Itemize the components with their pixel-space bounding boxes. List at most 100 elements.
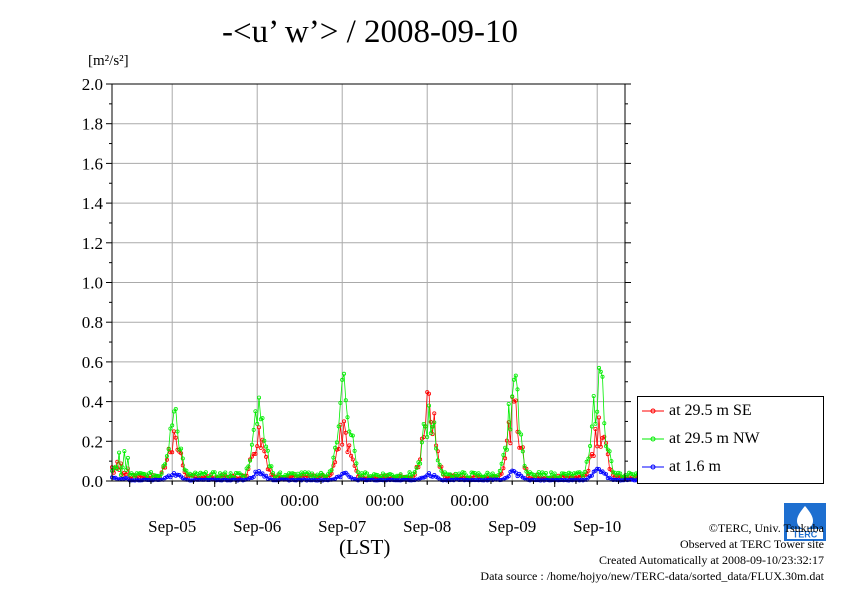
series-point-0 bbox=[432, 411, 437, 416]
x-time-label: 00:00 bbox=[280, 491, 319, 510]
series-point-2 bbox=[497, 478, 502, 483]
series-point-1 bbox=[125, 455, 130, 460]
series-point-1 bbox=[180, 456, 185, 461]
series-point-1 bbox=[372, 472, 377, 477]
series-point-1 bbox=[579, 471, 584, 476]
series-point-2 bbox=[448, 478, 453, 483]
x-date-label: Sep-05 bbox=[148, 517, 196, 536]
series-point-1 bbox=[175, 429, 180, 434]
series-point-1 bbox=[168, 426, 173, 431]
series-point-2 bbox=[527, 478, 532, 483]
series-point-1 bbox=[138, 470, 143, 475]
series-line-2 bbox=[111, 468, 723, 481]
series-point-2 bbox=[255, 471, 260, 476]
series-point-1 bbox=[425, 434, 430, 439]
series-point-0 bbox=[508, 441, 513, 446]
series-point-1 bbox=[295, 471, 300, 476]
series-point-2 bbox=[602, 471, 607, 476]
series-point-2 bbox=[256, 469, 261, 474]
series-point-1 bbox=[170, 423, 175, 428]
series-point-0 bbox=[503, 456, 508, 461]
series-point-0 bbox=[595, 444, 600, 449]
series-point-0 bbox=[513, 398, 518, 403]
series-point-1 bbox=[515, 387, 520, 392]
series-point-2 bbox=[217, 478, 222, 483]
series-point-1 bbox=[510, 394, 515, 399]
series-point-2 bbox=[347, 474, 352, 479]
series-point-2 bbox=[219, 478, 224, 483]
series-point-2 bbox=[442, 477, 447, 482]
x-time-label: 00:00 bbox=[365, 491, 404, 510]
series-point-1 bbox=[434, 446, 439, 451]
series-point-1 bbox=[607, 449, 612, 454]
series-point-0 bbox=[349, 453, 354, 458]
axes: 0.0 0.2 0.4 0.6 0.8 1.0 1.2 1.4 1.6 1.8 2.0 00:00 00… bbox=[82, 75, 631, 536]
legend-marker-nw bbox=[642, 436, 664, 442]
series-point-1 bbox=[612, 470, 617, 475]
series-point-1 bbox=[329, 468, 334, 473]
series-point-1 bbox=[163, 462, 168, 467]
legend-item-se: at 29.5 m SE bbox=[642, 401, 752, 421]
series-point-0 bbox=[256, 425, 261, 430]
series-point-0 bbox=[350, 457, 355, 462]
series-point-1 bbox=[428, 431, 433, 436]
series-point-1 bbox=[446, 472, 451, 477]
series-point-2 bbox=[588, 474, 593, 479]
series-point-1 bbox=[586, 456, 591, 461]
series-point-1 bbox=[501, 452, 506, 457]
y-tick-label: 1.8 bbox=[82, 115, 103, 134]
series-point-1 bbox=[350, 433, 355, 438]
series-point-1 bbox=[310, 471, 315, 476]
series-point-2 bbox=[563, 477, 568, 482]
series-point-1 bbox=[426, 403, 431, 408]
legend-item-nw: at 29.5 m NW bbox=[642, 429, 760, 449]
series-point-0 bbox=[255, 444, 260, 449]
series-point-2 bbox=[419, 475, 424, 480]
series-point-0 bbox=[597, 415, 602, 420]
series-point-1 bbox=[148, 470, 153, 475]
legend-marker-1-6m bbox=[642, 464, 664, 470]
series-point-1 bbox=[538, 473, 543, 478]
series-point-2 bbox=[620, 478, 625, 483]
series-point-1 bbox=[345, 415, 350, 420]
series-point-1 bbox=[628, 471, 633, 476]
series-point-1 bbox=[432, 420, 437, 425]
series-point-2 bbox=[308, 478, 313, 483]
y-tick-label: 1.0 bbox=[82, 274, 103, 293]
series-point-1 bbox=[437, 462, 442, 467]
series-point-1 bbox=[246, 464, 251, 469]
y-tick-label: 2.0 bbox=[82, 75, 103, 94]
credit-line-3: Created Automatically at 2008-09-10/23:3… bbox=[599, 553, 824, 567]
legend-label-1-6m: at 1.6 m bbox=[669, 458, 721, 475]
series-point-0 bbox=[598, 444, 603, 449]
x-date-label: Sep-08 bbox=[403, 517, 451, 536]
series-point-2 bbox=[410, 478, 415, 483]
series-point-1 bbox=[196, 473, 201, 478]
series-point-1 bbox=[495, 473, 500, 478]
series-point-1 bbox=[279, 474, 284, 479]
y-tick-label: 1.4 bbox=[82, 194, 104, 213]
series-point-1 bbox=[118, 472, 123, 477]
series-point-1 bbox=[179, 446, 184, 451]
series-point-1 bbox=[336, 424, 341, 429]
series-point-1 bbox=[333, 445, 338, 450]
series-point-2 bbox=[363, 478, 368, 483]
series-point-2 bbox=[150, 478, 155, 483]
series-point-1 bbox=[497, 468, 502, 473]
series-point-1 bbox=[568, 471, 573, 476]
series-point-0 bbox=[591, 453, 596, 458]
y-tick-label: 0.6 bbox=[82, 353, 103, 372]
series-point-0 bbox=[180, 463, 185, 468]
series-point-1 bbox=[352, 448, 357, 453]
series-point-1 bbox=[487, 472, 492, 477]
series-point-1 bbox=[439, 468, 444, 473]
series-point-1 bbox=[572, 471, 577, 476]
series-point-1 bbox=[324, 475, 329, 480]
series-point-1 bbox=[462, 470, 467, 475]
series-point-1 bbox=[212, 470, 217, 475]
grid bbox=[112, 84, 625, 481]
series-point-1 bbox=[448, 472, 453, 477]
series-point-2 bbox=[570, 478, 575, 483]
series-point-1 bbox=[267, 464, 272, 469]
series-point-1 bbox=[373, 472, 378, 477]
